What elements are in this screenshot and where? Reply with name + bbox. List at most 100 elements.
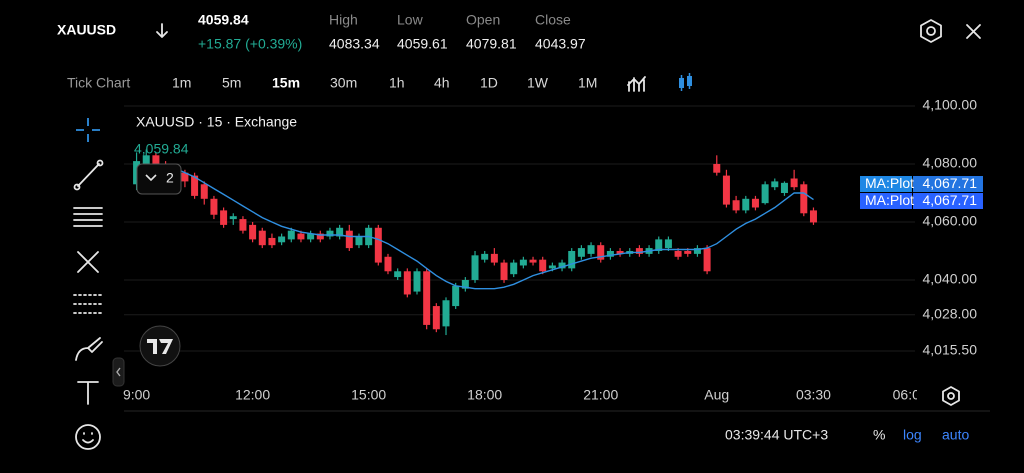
- price-label-value: 4,067.71: [923, 192, 978, 208]
- candle-body: [548, 265, 556, 269]
- candle-type-icon[interactable]: [679, 73, 692, 91]
- interval-button[interactable]: 4h: [434, 75, 450, 91]
- scale-option[interactable]: %: [873, 427, 885, 443]
- fib-tool[interactable]: [73, 294, 103, 314]
- stat-value: 4083.34: [329, 36, 380, 52]
- emoji-tool[interactable]: [75, 424, 101, 450]
- scale-option[interactable]: auto: [942, 427, 969, 443]
- stats: High 4083.34 Low 4059.61 Open 4079.81 Close 404…: [329, 12, 586, 52]
- indicator-toggle-chevron: [145, 174, 157, 182]
- candle-body: [268, 237, 276, 246]
- footer-options: % log auto: [873, 427, 969, 443]
- candle-body: [249, 224, 257, 240]
- interval-button[interactable]: 30m: [330, 75, 357, 91]
- plot-area: [133, 149, 817, 336]
- price-label-value: 4,067.71: [923, 175, 978, 191]
- crosshair-tool[interactable]: [76, 118, 100, 142]
- candle-body: [481, 253, 489, 260]
- y-tick-label: 4,028.00: [923, 305, 978, 321]
- interval-button[interactable]: 1W: [527, 75, 549, 91]
- candle-body: [403, 271, 411, 295]
- candle-body: [471, 255, 479, 280]
- tick-chart-button[interactable]: Tick Chart: [67, 75, 130, 91]
- x-tick-label: 9:00: [123, 387, 150, 403]
- close-icon[interactable]: [966, 24, 981, 39]
- candle-body: [326, 230, 334, 237]
- interval-button[interactable]: 15m: [272, 75, 300, 91]
- candle-body: [191, 175, 199, 196]
- x-tick-label: 03:30: [796, 387, 831, 403]
- x-tick-label: 06:00: [893, 387, 928, 403]
- scale-option[interactable]: log: [903, 427, 922, 443]
- x-tick-label: 18:00: [467, 387, 502, 403]
- indicator-count: 2: [166, 170, 174, 186]
- axis-settings-icon[interactable]: [942, 386, 960, 406]
- pattern-tool[interactable]: [77, 251, 99, 273]
- price-label-name: MA:Plot: [865, 192, 914, 208]
- x-tick-label: Aug: [704, 387, 729, 403]
- candle-body: [210, 198, 218, 215]
- candle-body: [780, 182, 788, 193]
- candle-body: [258, 230, 266, 246]
- candle-body: [229, 216, 237, 220]
- x-tick-label: 12:00: [235, 387, 270, 403]
- chart-title: XAUUSD · 15 · Exchange: [136, 114, 297, 130]
- candle-body: [529, 259, 537, 263]
- stat-value: 4059.61: [397, 36, 448, 52]
- price: 4059.84: [198, 12, 249, 28]
- symbol[interactable]: XAUUSD: [57, 22, 116, 38]
- y-tick-label: 4,060.00: [923, 213, 978, 229]
- x-axis: 9:00 12:00 15:00 18:00 21:00 Aug 03:30 06:00: [123, 387, 928, 403]
- candle-body: [374, 227, 382, 263]
- indicator-toggle[interactable]: [136, 163, 182, 195]
- trend-line-tool[interactable]: [77, 163, 100, 187]
- rail-collapse-arrow: [116, 367, 121, 377]
- candle-body: [790, 178, 798, 188]
- candle-body: [307, 233, 315, 240]
- candle-body: [394, 271, 402, 278]
- chart-type-icon[interactable]: [627, 76, 646, 92]
- text-tool[interactable]: [77, 381, 99, 405]
- interval-button[interactable]: 1h: [389, 75, 405, 91]
- stat-label: High: [329, 12, 358, 28]
- rail-collapse-handle[interactable]: [112, 357, 125, 387]
- candle-body: [336, 227, 344, 237]
- settings-icon[interactable]: [920, 19, 942, 43]
- interval-button[interactable]: 1M: [578, 75, 597, 91]
- price-label-name-bg: [860, 193, 912, 209]
- candle-body: [142, 155, 150, 165]
- candle-body: [452, 285, 460, 307]
- brush-tool[interactable]: [75, 337, 103, 361]
- candle-body: [558, 262, 566, 269]
- candle-body: [635, 248, 643, 254]
- candle-body: [809, 210, 817, 223]
- candle-body: [181, 172, 189, 182]
- price-label-value-bg: [913, 176, 983, 192]
- toolbar: Tick Chart 1m 5m 15m 30m 1h 4h 1D 1W 1M: [67, 75, 597, 91]
- stat-label: Close: [535, 12, 571, 28]
- candle-body: [461, 279, 469, 289]
- candle-body: [278, 236, 286, 243]
- candle-body: [287, 230, 295, 240]
- y-tick-label: 4,080.00: [923, 155, 978, 171]
- candle-body: [345, 230, 353, 249]
- lines-tool[interactable]: [73, 207, 103, 227]
- symbol-menu-icon[interactable]: [156, 23, 168, 38]
- x-tick-label: 15:00: [351, 387, 386, 403]
- candle-body: [674, 250, 682, 257]
- interval-button[interactable]: 5m: [222, 75, 241, 91]
- logo-mark: [147, 339, 173, 354]
- candle-body: [703, 248, 711, 272]
- stat-label: Low: [397, 12, 424, 28]
- logo-badge[interactable]: [139, 325, 181, 367]
- settings-icon-center: [926, 26, 936, 36]
- candle-body: [539, 259, 547, 272]
- stat-label: Open: [466, 12, 500, 28]
- candle-body: [722, 175, 730, 205]
- candle-body: [200, 184, 208, 199]
- interval-button[interactable]: 1m: [172, 75, 191, 91]
- interval-button[interactable]: 1D: [480, 75, 498, 91]
- candle-body: [751, 198, 759, 208]
- candle-body: [355, 236, 363, 246]
